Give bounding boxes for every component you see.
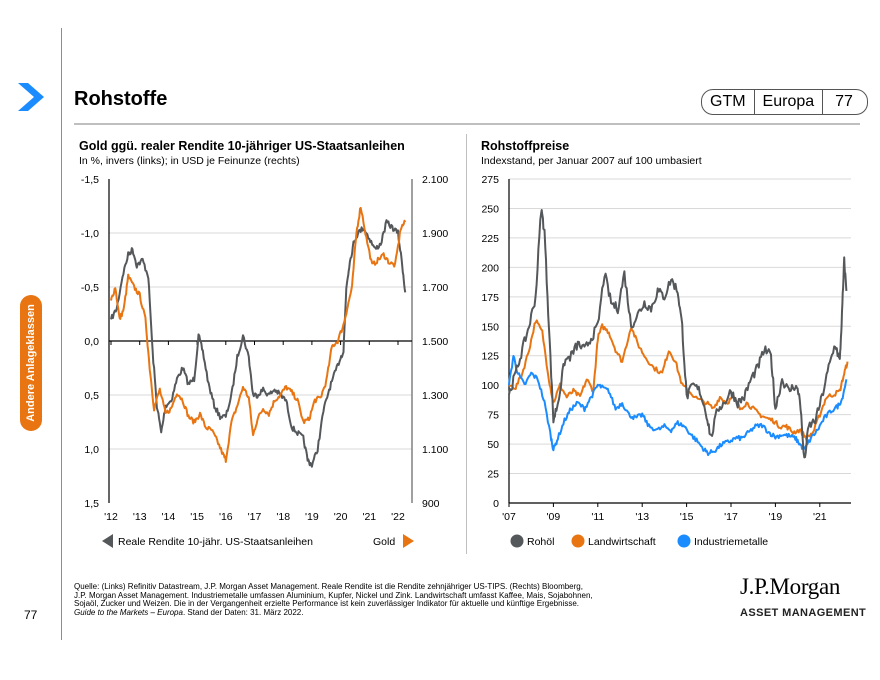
legend-label-industrial-metals: Industriemetalle: [694, 536, 768, 548]
guide-title: Guide to the Markets – Europa: [74, 607, 183, 617]
y-tick-label: 150: [481, 321, 499, 333]
x-tick-label: '07: [502, 511, 516, 523]
x-tick-label: '13: [133, 511, 147, 523]
y-left-tick-label: 0,5: [84, 390, 99, 402]
y-left-tick-label: 1,0: [84, 444, 99, 456]
y-left-tick-label: -1,0: [81, 228, 99, 240]
x-tick-label: '15: [190, 511, 204, 523]
left-chart-title: Gold ggü. realer Rendite 10-jähriger US-…: [79, 139, 405, 153]
y-right-tick-label: 900: [422, 498, 440, 510]
legend-label-crude-oil: Rohöl: [527, 536, 554, 548]
x-tick-label: '16: [219, 511, 233, 523]
badge-page: 77: [822, 90, 867, 114]
legend-label-real-yield: Reale Rendite 10-jähr. US-Staatsanleihen: [118, 536, 313, 548]
series-line-gold: [110, 206, 407, 463]
chevron-right-icon: [18, 83, 44, 111]
x-tick-label: '17: [248, 511, 262, 523]
y-right-tick-label: 1.300: [422, 390, 448, 402]
header-rule: [74, 123, 860, 125]
vertical-divider: [61, 28, 62, 640]
source-line: Sojaöl, Zucker und Weizen. Die in der Ve…: [74, 599, 580, 609]
legend-label-gold: Gold: [373, 536, 395, 548]
x-tick-label: '19: [769, 511, 783, 523]
y-left-tick-label: 1,5: [84, 498, 99, 510]
y-tick-label: 0: [493, 498, 499, 510]
x-tick-label: '09: [547, 511, 561, 523]
x-tick-label: '15: [680, 511, 694, 523]
x-tick-label: '17: [724, 511, 738, 523]
y-tick-label: 200: [481, 262, 499, 274]
series-line-agriculture: [508, 319, 849, 442]
x-tick-label: '21: [362, 511, 376, 523]
x-tick-label: '21: [813, 511, 827, 523]
page-title: Rohstoffe: [74, 88, 168, 110]
source-note: Quelle: (Links) Refinitiv Datastream, J.…: [74, 582, 674, 618]
badge-gtm: GTM: [710, 93, 746, 110]
right-chart-title: Rohstoffpreise: [481, 139, 570, 153]
legend-marker-crude-oil: [510, 534, 524, 548]
y-tick-label: 25: [487, 469, 499, 481]
left-chart-subtitle: In %, invers (links); in USD je Feinunze…: [79, 155, 300, 167]
x-tick-label: '19: [305, 511, 319, 523]
source-date-line: Guide to the Markets – Europa. Stand der…: [74, 607, 674, 618]
chart-divider: [466, 134, 467, 554]
x-tick-label: '11: [591, 511, 604, 523]
y-tick-label: 75: [487, 410, 499, 422]
x-tick-label: '12: [104, 511, 118, 523]
gtm-badge: GTM Europa 77: [701, 89, 868, 115]
badge-region: Europa: [753, 90, 823, 114]
y-tick-label: 250: [481, 203, 499, 215]
y-tick-label: 50: [487, 439, 499, 451]
y-left-tick-label: 0,0: [84, 336, 99, 348]
y-right-tick-label: 1.100: [422, 444, 448, 456]
y-tick-label: 225: [481, 233, 499, 245]
right-chart-subtitle: Indexstand, per Januar 2007 auf 100 umba…: [481, 155, 702, 167]
legend-label-agriculture: Landwirtschaft: [588, 536, 656, 548]
x-tick-label: '20: [334, 511, 348, 523]
jpmorgan-logo: J.P.Morgan: [740, 574, 841, 599]
section-tab[interactable]: Andere Anlageklassen: [20, 295, 42, 431]
legend-marker-agriculture: [571, 534, 585, 548]
page-number: 77: [24, 608, 38, 622]
series-line-crude-oil: [508, 209, 848, 459]
source-line: Quelle: (Links) Refinitiv Datastream, J.…: [74, 582, 583, 591]
y-tick-label: 175: [481, 292, 499, 304]
y-left-tick-label: -1,5: [81, 174, 99, 186]
legend-marker-right-arrow: [403, 534, 414, 548]
y-right-tick-label: 1.500: [422, 336, 448, 348]
x-tick-label: '14: [162, 511, 176, 523]
y-tick-label: 125: [481, 351, 499, 363]
x-tick-label: '13: [635, 511, 649, 523]
asset-management-label: ASSET MANAGEMENT: [740, 607, 867, 619]
legend-marker-industrial-metals: [677, 534, 691, 548]
y-tick-label: 100: [481, 380, 499, 392]
y-left-tick-label: -0,5: [81, 282, 99, 294]
series-line-real-yield: [110, 219, 407, 468]
y-tick-label: 275: [481, 174, 499, 186]
series-line-industrial-metals: [508, 355, 848, 457]
data-date: . Stand der Daten: 31. März 2022.: [182, 607, 304, 617]
legend-marker-left-arrow: [102, 534, 113, 548]
source-line: J.P. Morgan Asset Management. Industriem…: [74, 590, 593, 600]
y-right-tick-label: 1.900: [422, 228, 448, 240]
y-right-tick-label: 1.700: [422, 282, 448, 294]
x-tick-label: '22: [391, 511, 405, 523]
x-tick-label: '18: [276, 511, 290, 523]
y-right-tick-label: 2.100: [422, 174, 448, 186]
